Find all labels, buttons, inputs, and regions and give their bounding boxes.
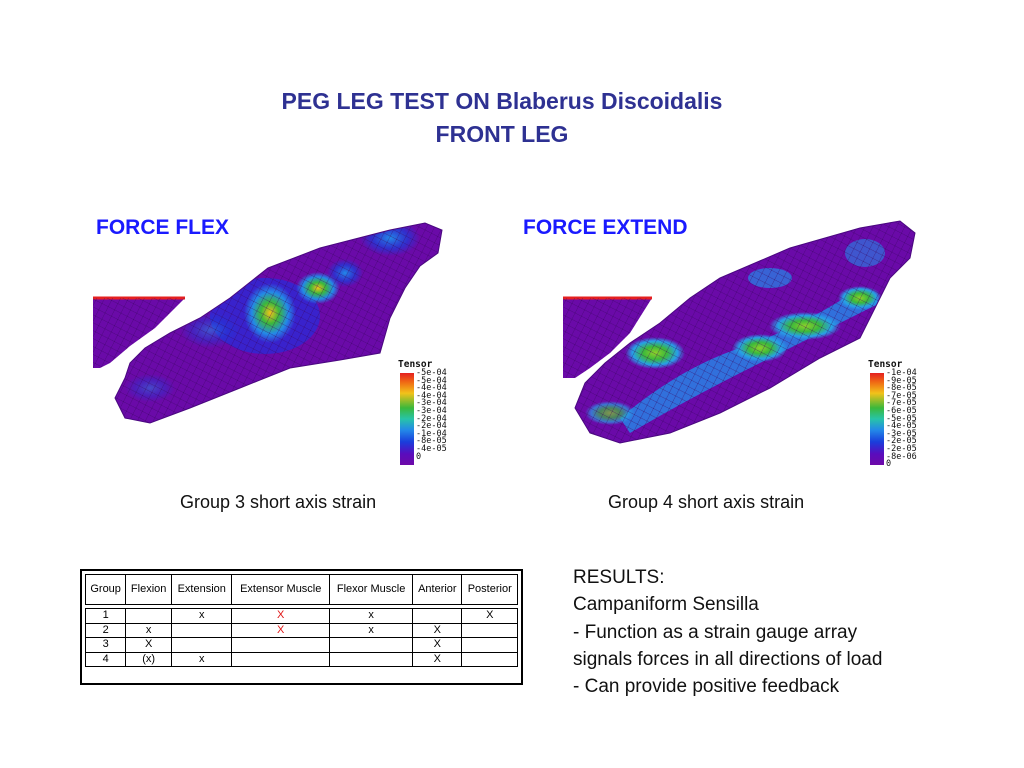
colorbar-ticks: -5e-04 -5e-04 -4e-04 -4e-04 -3e-04 -3e-04 -2e-… bbox=[416, 368, 447, 462]
colorbar-tick-label: -6e-05 bbox=[886, 405, 917, 416]
table-cell bbox=[461, 622, 518, 638]
table-cell: 3 bbox=[84, 637, 127, 653]
colorbar-tick-label: -7e-05 bbox=[886, 398, 917, 409]
colorbar-tick-label: -1e-04 bbox=[886, 368, 917, 378]
panel-title-force-flex: FORCE FLEX bbox=[96, 216, 230, 239]
colorbar-tick-label: -3e-05 bbox=[886, 428, 917, 439]
colorbar-tick-label: -2e-04 bbox=[416, 421, 447, 432]
colorbar-tick-label: -3e-04 bbox=[416, 405, 447, 416]
colorbar-gradient bbox=[870, 373, 884, 465]
results-line: Campaniform Sensilla bbox=[573, 594, 759, 616]
table-cell: X bbox=[412, 622, 463, 638]
colorbar-tick-label: -8e-05 bbox=[886, 383, 917, 394]
colorbar-tick-label: -5e-04 bbox=[416, 375, 447, 386]
results-table: Group Flexion Extension Extensor Muscle Flex… bbox=[80, 569, 523, 685]
table-cell: X bbox=[461, 608, 518, 624]
colorbar-tick-label: -1e-04 bbox=[416, 428, 447, 439]
colorbar-tick-label: -2e-05 bbox=[886, 436, 917, 447]
table-cell: 2 bbox=[84, 622, 127, 638]
table-cell bbox=[329, 651, 414, 667]
table-cell: X bbox=[231, 622, 331, 638]
colorbar-tick-label: -5e-05 bbox=[886, 413, 917, 424]
table-header-cell: Extension bbox=[171, 574, 233, 605]
table-header-row: Group Flexion Extension Extensor Muscle Flex… bbox=[84, 574, 518, 605]
colorbar-tick-label: 0 bbox=[416, 451, 422, 462]
strain-map-force-flex bbox=[93, 222, 443, 424]
table-header-cell: Extensor Muscle bbox=[231, 574, 331, 605]
table-cell bbox=[171, 622, 233, 638]
table-separator bbox=[85, 604, 518, 609]
table-cell: x bbox=[171, 608, 233, 624]
table-cell: X bbox=[412, 637, 463, 653]
table-cell: x bbox=[125, 622, 173, 638]
colorbar-tick-label: -9e-05 bbox=[886, 375, 917, 386]
table-cell: X bbox=[412, 651, 463, 667]
strain-map-force-extend bbox=[563, 220, 916, 444]
table-cell bbox=[412, 608, 463, 624]
colorbar-tick-label: -5e-04 bbox=[416, 368, 447, 378]
table-cell: x bbox=[329, 622, 414, 638]
colorbar-tick-label: -4e-05 bbox=[886, 421, 917, 432]
table-row: 4 (x) x X bbox=[84, 651, 518, 667]
table-cell: (x) bbox=[125, 651, 173, 667]
colorbar-tick-label: 0 bbox=[886, 459, 892, 470]
results-heading: RESULTS: bbox=[573, 567, 665, 588]
table-cell: x bbox=[171, 651, 233, 667]
slide-title-line-1: PEG LEG TEST ON Blaberus Discoidalis bbox=[281, 88, 723, 114]
panel-title-force-extend: FORCE EXTEND bbox=[523, 216, 688, 239]
colorbar-tick-label: -4e-05 bbox=[416, 443, 447, 454]
colorbar-title: Tensor bbox=[398, 359, 433, 370]
caption-group-4: Group 4 short axis strain bbox=[608, 492, 805, 512]
table-cell bbox=[231, 637, 331, 653]
colorbar-tick-label: -7e-05 bbox=[886, 390, 917, 401]
slide-title-line-2: FRONT LEG bbox=[435, 121, 569, 147]
table-header-cell: Group bbox=[84, 574, 127, 605]
table-cell bbox=[231, 651, 331, 667]
table-header-cell: Anterior bbox=[412, 574, 463, 605]
colorbar-tick-label: -8e-06 bbox=[886, 451, 917, 462]
colorbar-tick-label: -8e-05 bbox=[416, 436, 447, 447]
results-text: RESULTS: Campaniform Sensilla - Function… bbox=[573, 564, 882, 700]
table-cell bbox=[461, 651, 518, 667]
colorbar-ticks: -1e-04 -9e-05 -8e-05 -7e-05 -7e-05 -6e-05 -5e-… bbox=[886, 368, 917, 470]
results-line: - Function as a strain gauge array bbox=[573, 621, 858, 643]
table-cell bbox=[125, 608, 173, 624]
results-line: - Can provide positive feedback bbox=[573, 676, 840, 698]
table-header-cell: Flexion bbox=[125, 574, 173, 605]
colorbar-gradient bbox=[400, 373, 414, 465]
table-cell: 4 bbox=[84, 651, 127, 667]
caption-group-3: Group 3 short axis strain bbox=[180, 492, 377, 512]
colorbar-tick-label: -4e-04 bbox=[416, 383, 447, 394]
colorbar-tick-label: -2e-04 bbox=[416, 413, 447, 424]
table-cell bbox=[461, 637, 518, 653]
table-cell: X bbox=[231, 608, 331, 624]
colorbar-tick-label: -4e-04 bbox=[416, 390, 447, 401]
results-line: signals forces in all directions of load bbox=[573, 648, 883, 670]
colorbar-tick-label: -2e-05 bbox=[886, 443, 917, 454]
table-header-cell: Posterior bbox=[461, 574, 518, 605]
table-cell bbox=[329, 637, 414, 653]
colorbar-title: Tensor bbox=[868, 359, 903, 370]
table-cell: x bbox=[329, 608, 414, 624]
colorbar-tick-label: -3e-04 bbox=[416, 398, 447, 409]
table-cell bbox=[171, 637, 233, 653]
table-cell: X bbox=[125, 637, 173, 653]
table-header-cell: Flexor Muscle bbox=[329, 574, 414, 605]
table-cell: 1 bbox=[84, 608, 127, 624]
